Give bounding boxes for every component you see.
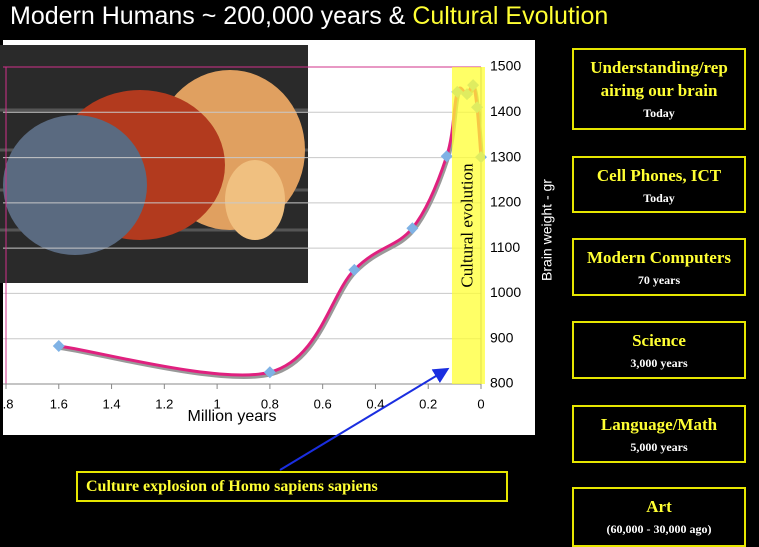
box-subtitle: 70 years — [574, 273, 744, 288]
slide: 800 900 1000 1100 1200 1300 1400 1500 .8 1.6 1.4 1.… — [0, 0, 759, 535]
x-tick-label: 1.6 — [50, 396, 68, 411]
callout: Culture explosion of Homo sapiens sapien… — [76, 471, 508, 502]
y-tick-label: 1300 — [490, 148, 521, 164]
x-tick-label: 0.6 — [314, 396, 332, 411]
x-axis-label: Million years — [188, 408, 277, 425]
x-tick-label: .8 — [3, 396, 14, 411]
title-text: Modern Humans ~ 200,000 years & — [10, 2, 412, 30]
y-tick-label: 1100 — [490, 239, 520, 255]
y-tick-label: 1200 — [490, 194, 521, 210]
timeline-box: Science 3,000 years — [572, 321, 746, 379]
y-tick-label: 900 — [490, 329, 514, 345]
box-title: Understanding/rep airing our brain — [574, 56, 744, 102]
title-highlight: Cultural Evolution — [412, 2, 608, 30]
box-subtitle: 5,000 years — [574, 440, 744, 455]
box-subtitle: 3,000 years — [574, 356, 744, 371]
timeline-box: Understanding/rep airing our brain Today — [572, 48, 746, 130]
y-tick-label: 1000 — [490, 284, 521, 300]
y-axis-label: Brain weight - gr — [539, 179, 555, 281]
band-label: Cultural evolution — [457, 163, 476, 288]
box-subtitle: Today — [574, 106, 744, 121]
box-subtitle: Today — [574, 191, 744, 206]
box-title: Modern Computers — [574, 246, 744, 269]
timeline-box: Modern Computers 70 years — [572, 238, 746, 296]
box-title: Art — [574, 495, 744, 518]
y-tick-label: 800 — [490, 375, 514, 391]
timeline-box: Cell Phones, ICT Today — [572, 156, 746, 213]
x-tick-label: 0.2 — [419, 396, 437, 411]
x-tick-label: 1.2 — [155, 396, 173, 411]
title: Modern Humans ~ 200,000 years & Cultural… — [10, 2, 608, 31]
box-title: Language/Math — [574, 413, 744, 436]
box-title: Science — [574, 329, 744, 352]
timeline-box: Art(60,000 - 30,000 ago) — [572, 487, 746, 547]
y-tick-label: 1500 — [490, 58, 521, 74]
y-tick-label: 1400 — [490, 103, 521, 119]
box-title: Cell Phones, ICT — [574, 164, 744, 187]
skull-photo — [0, 45, 308, 283]
x-tick-label: 1.4 — [103, 396, 121, 411]
x-tick-label: 0 — [477, 396, 484, 411]
timeline-box: Language/Math 5,000 years — [572, 405, 746, 463]
